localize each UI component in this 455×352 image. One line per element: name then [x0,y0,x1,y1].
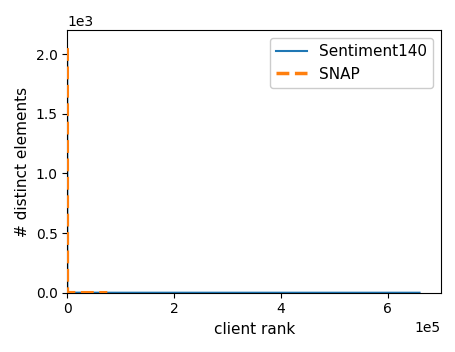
SNAP [94,291,99,295]
Sentiment140 [172,291,178,295]
Line: SNAP: SNAP [67,48,107,293]
SNAP [97,291,102,295]
Sentiment140 [68,290,74,295]
Line: Sentiment140: Sentiment140 [67,54,419,293]
Sentiment140 [268,291,273,295]
Sentiment140 [379,291,385,295]
SNAP [83,291,89,295]
X-axis label: client rank: client rank [213,322,294,337]
Sentiment140 [416,291,421,295]
SNAP [65,46,70,50]
Sentiment140 [378,291,383,295]
SNAP [84,291,90,295]
Sentiment140 [395,291,400,295]
Y-axis label: # distinct elements: # distinct elements [15,86,30,237]
SNAP [65,290,71,295]
SNAP [74,291,80,295]
Sentiment140 [65,52,70,56]
SNAP [104,291,110,295]
Legend: Sentiment140, SNAP: Sentiment140, SNAP [270,38,432,88]
